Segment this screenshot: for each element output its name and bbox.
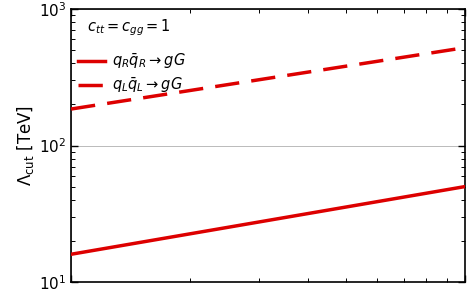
Legend: $q_R\bar{q}_R\rightarrow gG$, $q_L\bar{q}_L\rightarrow gG$: $q_R\bar{q}_R\rightarrow gG$, $q_L\bar{q…: [78, 52, 186, 95]
Text: $c_{tt} = c_{gg} = 1$: $c_{tt} = c_{gg} = 1$: [87, 17, 171, 38]
Y-axis label: $\Lambda_{\mathrm{cut}}$ [TeV]: $\Lambda_{\mathrm{cut}}$ [TeV]: [15, 105, 36, 186]
